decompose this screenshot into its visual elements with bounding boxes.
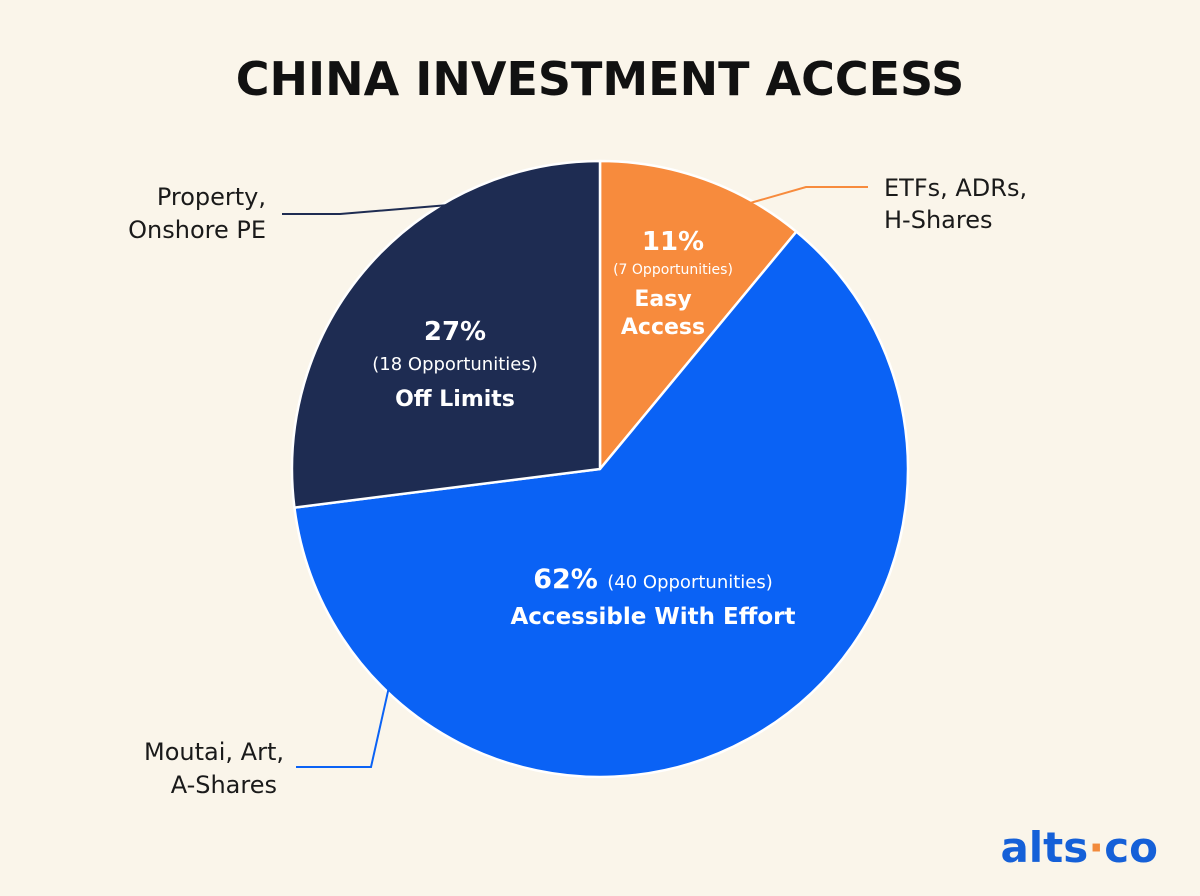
- pie-slice-off-limits: [290, 159, 602, 509]
- example-label-easy-access-line2: H-Shares: [884, 206, 992, 234]
- percent-label-off-limits: 27%: [424, 317, 486, 347]
- count-label-easy-access: (7 Opportunities): [613, 262, 733, 278]
- leader-line-accessible-with-effort: [296, 687, 390, 768]
- altsco-logo: alts·co: [1000, 823, 1158, 872]
- logo-left-text: alts: [1000, 823, 1088, 872]
- category-label-off-limits: Off Limits: [395, 387, 515, 412]
- pie-slice-accessible-with-effort: [293, 230, 910, 779]
- leader-line-easy-access: [745, 186, 868, 206]
- percent-count-line-accessible: 62% (40 Opportunities): [533, 564, 773, 595]
- logo-right-text: co: [1104, 823, 1158, 872]
- leader-line-off-limits: [282, 203, 460, 215]
- pie-slice-easy-access: [598, 159, 798, 471]
- count-label-accessible-with-effort: (40 Opportunities): [607, 572, 773, 593]
- example-label-easy-access-line1: ETFs, ADRs,: [884, 174, 1027, 202]
- category-label-easy-access-line2: Access: [621, 315, 705, 340]
- percent-label-easy-access: 11%: [642, 227, 704, 257]
- example-label-off-limits-line2: Onshore PE: [128, 216, 266, 244]
- example-label-accessible-line2: A-Shares: [171, 771, 277, 799]
- chart-title: CHINA INVESTMENT ACCESS: [236, 52, 964, 106]
- percent-label-accessible-with-effort: 62%: [533, 564, 607, 595]
- category-label-easy-access-line1: Easy: [634, 287, 691, 312]
- example-label-off-limits-line1: Property,: [157, 183, 266, 211]
- logo-dot: ·: [1088, 823, 1104, 872]
- category-label-accessible-with-effort: Accessible With Effort: [511, 604, 796, 630]
- count-label-off-limits: (18 Opportunities): [372, 354, 538, 375]
- example-label-accessible-line1: Moutai, Art,: [144, 738, 284, 766]
